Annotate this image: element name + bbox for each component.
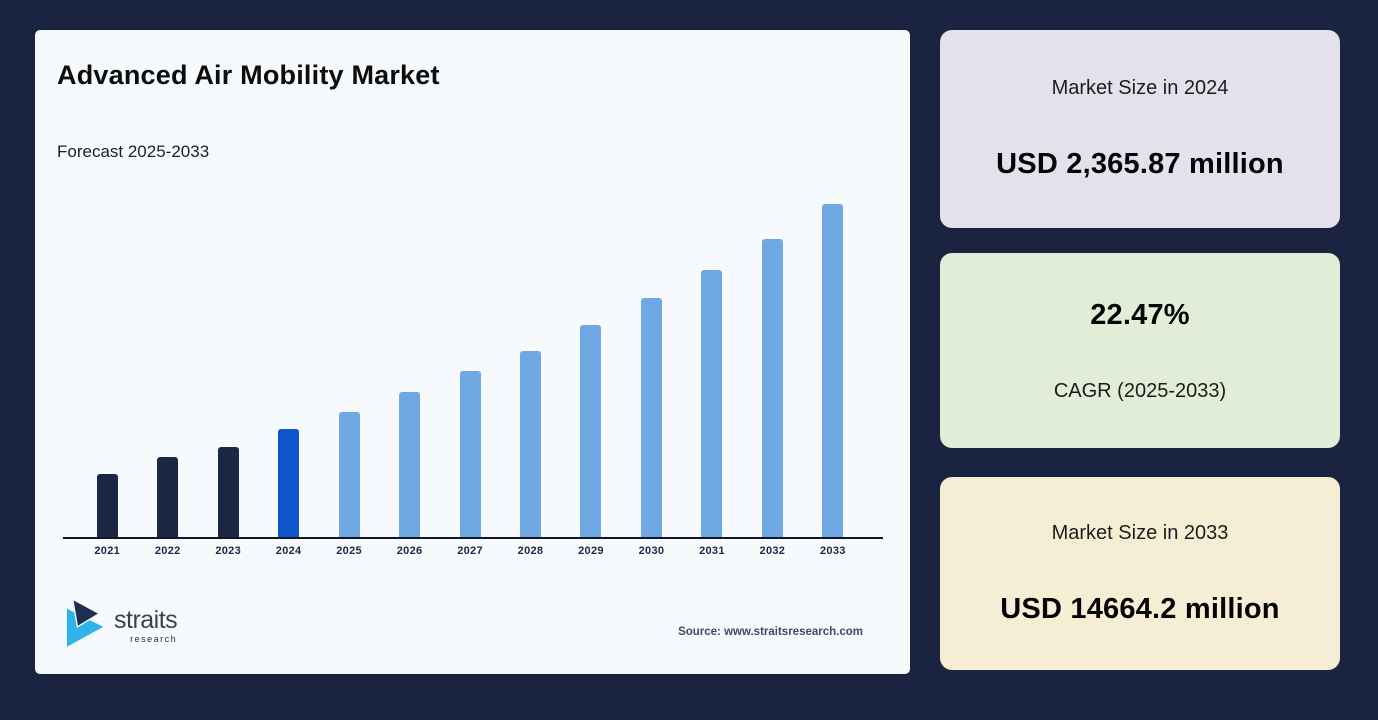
- stat-card-label: Market Size in 2033: [1051, 521, 1229, 544]
- straits-logo-icon: [65, 597, 107, 653]
- bar-2028: [520, 351, 542, 537]
- bar-slot: [682, 270, 742, 537]
- stat-card-market-size-2033: Market Size in 2033 USD 14664.2 million: [940, 477, 1340, 670]
- logo-text: straits research: [114, 605, 178, 644]
- bar-slot: [379, 392, 439, 537]
- x-axis-line: [63, 537, 883, 539]
- bar-slot: [500, 351, 560, 537]
- x-tick-label: 2024: [275, 545, 302, 557]
- chart-panel: Advanced Air Mobility Market Forecast 20…: [35, 30, 910, 674]
- bar-2033: [822, 204, 844, 537]
- logo-brand-text: straits: [114, 605, 178, 634]
- bar-2030: [640, 298, 662, 537]
- bar-2021: [96, 474, 118, 537]
- bar-slot: [561, 325, 621, 537]
- logo-sub-text: research: [130, 633, 178, 644]
- bar-2031: [701, 270, 723, 537]
- bar-slot: [803, 204, 863, 537]
- stat-card-market-size-2024: Market Size in 2024 USD 2,365.87 million: [940, 30, 1340, 228]
- stat-card-value: 22.47%: [1090, 298, 1190, 331]
- x-tick-label: 2023: [215, 545, 241, 557]
- chart-subtitle: Forecast 2025-2033: [57, 142, 210, 161]
- bar-slot: [198, 447, 258, 537]
- stat-card-cagr: 22.47% CAGR (2025-2033): [940, 253, 1340, 448]
- bar-2026: [399, 392, 421, 537]
- straits-research-logo: straits research: [65, 597, 178, 653]
- x-axis-labels: 2021 2022 2023 2024 2025 2026 2027 2028 2029 2030…: [77, 545, 863, 557]
- x-tick-label: 2033: [820, 545, 846, 557]
- bar-slot: [77, 474, 137, 537]
- bar-slot: [319, 412, 379, 537]
- x-tick-label: 2028: [517, 545, 544, 557]
- bar-slot: [440, 371, 500, 537]
- x-tick-label: 2030: [638, 545, 665, 557]
- x-tick-label: 2025: [336, 545, 362, 557]
- x-tick-label: 2022: [154, 545, 181, 557]
- source-text: Source: www.straitsresearch.com: [678, 626, 863, 638]
- x-tick-label: 2027: [457, 545, 483, 557]
- x-tick-label: 2026: [396, 545, 423, 557]
- bar-2023: [217, 447, 239, 537]
- bar-chart: [77, 192, 863, 537]
- bar-2032: [761, 239, 783, 537]
- x-tick-label: 2029: [578, 545, 604, 557]
- stat-card-label: Market Size in 2024: [1051, 77, 1229, 99]
- x-tick-label: 2031: [699, 545, 725, 557]
- x-tick-label: 2032: [759, 545, 786, 557]
- bar-slot: [742, 239, 802, 537]
- stat-card-value: USD 2,365.87 million: [996, 148, 1284, 180]
- bar-2029: [580, 325, 602, 537]
- bar-slot: [258, 429, 318, 537]
- bar-slot: [621, 298, 681, 537]
- bar-slot: [137, 457, 197, 537]
- chart-title: Advanced Air Mobility Market: [57, 60, 440, 90]
- stat-card-value: USD 14664.2 million: [1000, 592, 1280, 625]
- bar-2022: [157, 457, 179, 537]
- stat-card-label: CAGR (2025-2033): [1053, 379, 1227, 402]
- bar-2025: [338, 412, 360, 537]
- bar-2027: [459, 371, 481, 537]
- x-tick-label: 2021: [94, 545, 121, 557]
- bar-2024: [278, 429, 300, 537]
